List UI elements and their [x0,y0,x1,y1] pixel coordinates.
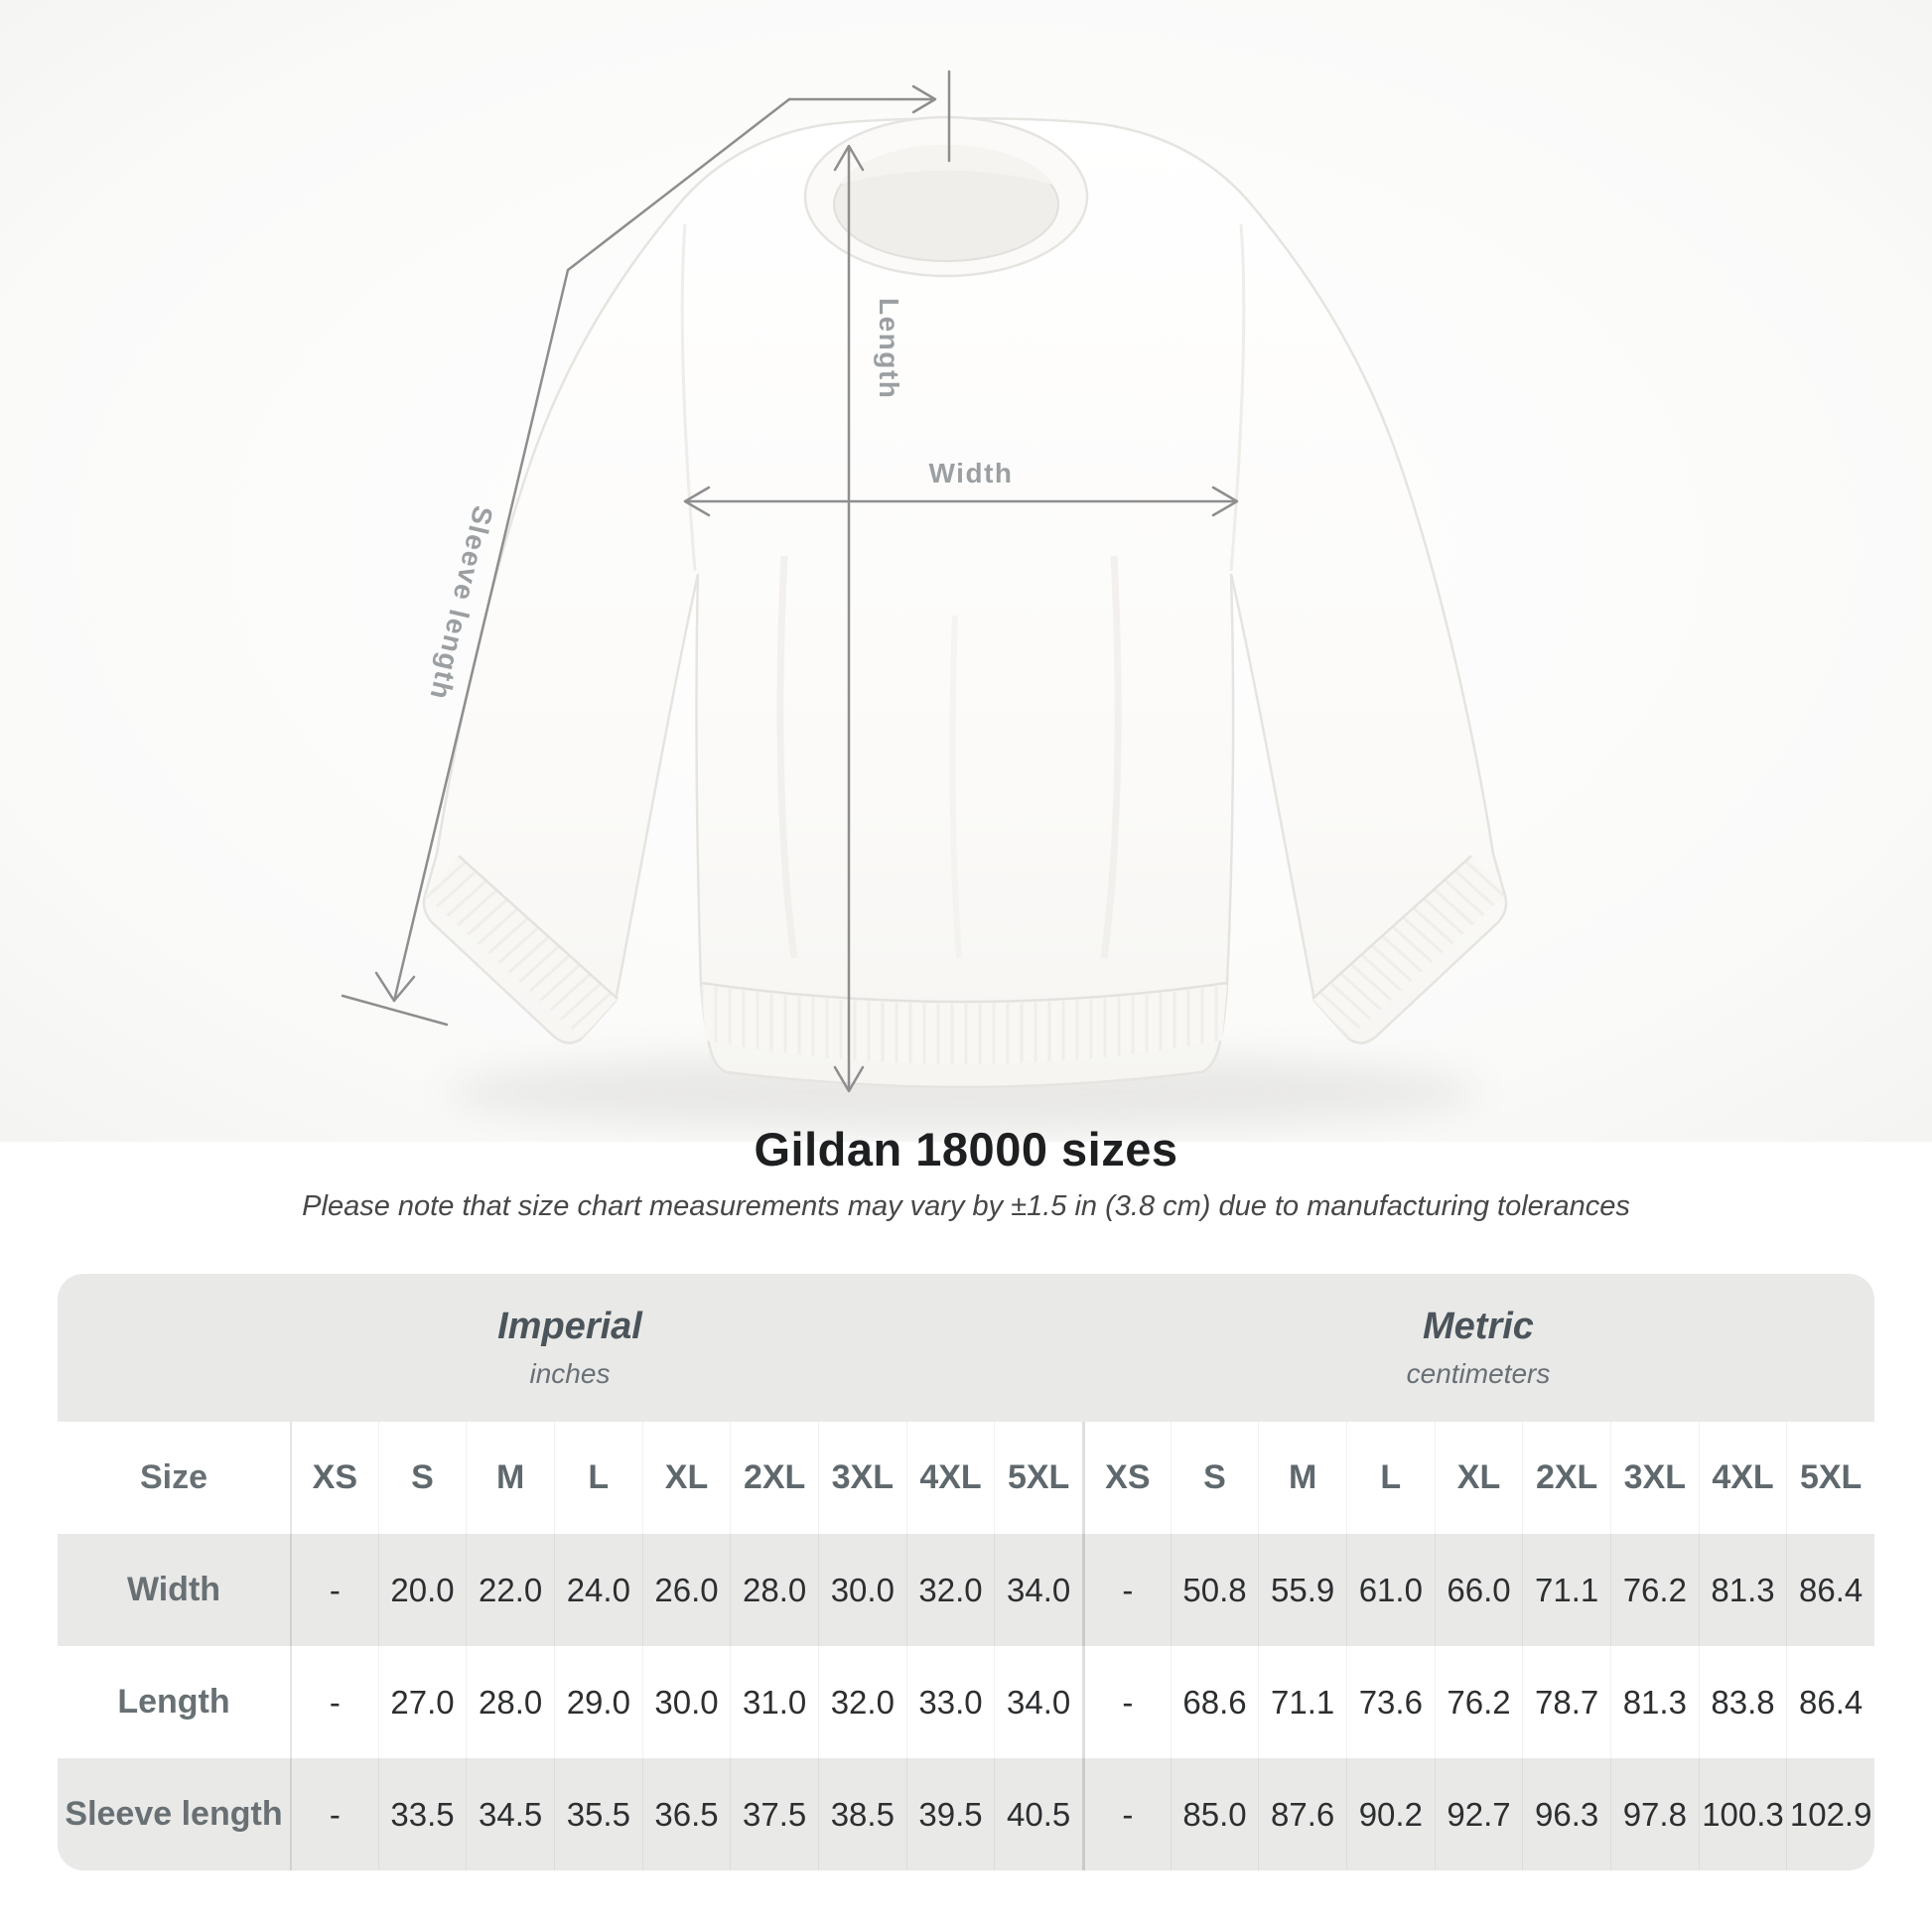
size-header-cell: L [553,1422,642,1534]
value-cell: 81.3 [1698,1534,1787,1646]
value-cell: 40.5 [994,1758,1082,1870]
unit-group-imperial: Imperial inches [58,1274,1082,1422]
unit-group-metric: Metric centimeters [1081,1274,1874,1422]
arrowhead-up-icon [833,144,865,172]
value-cell: 34.0 [994,1646,1082,1758]
size-header-cell: L [1345,1422,1435,1534]
value-cell: 92.7 [1434,1758,1523,1870]
size-header-cell: 4XL [905,1422,995,1534]
value-cell: 71.1 [1258,1646,1346,1758]
value-cell: 86.4 [1786,1646,1874,1758]
size-header-cell: 3XL [817,1422,906,1534]
value-cell: 34.0 [994,1534,1082,1646]
value-cell: 83.8 [1698,1646,1787,1758]
value-cell: 73.6 [1345,1646,1435,1758]
size-header-cell: M [1258,1422,1346,1534]
value-cell: 35.5 [553,1758,642,1870]
size-table: Imperial inches Metric centimeters Size XS S M L… [58,1274,1874,1870]
size-header-cell: XL [641,1422,731,1534]
value-cell: 27.0 [377,1646,467,1758]
size-header-cell: 4XL [1698,1422,1787,1534]
value-cell: 34.5 [466,1758,554,1870]
arrowhead-down-icon [833,1065,865,1093]
value-cell: 36.5 [641,1758,731,1870]
value-cell: 81.3 [1609,1646,1699,1758]
value-cell: 33.0 [905,1646,995,1758]
measurement-arrows [341,69,1239,1093]
size-header-cell: XL [1434,1422,1523,1534]
size-header-cell: 2XL [730,1422,818,1534]
caption: Gildan 18000 sizes Please note that size… [0,1122,1932,1223]
value-cell: 66.0 [1434,1534,1523,1646]
value-cell: 61.0 [1345,1534,1435,1646]
value-cell: 76.2 [1609,1534,1699,1646]
value-cell: 26.0 [641,1534,731,1646]
sleeve-measure-line [392,97,791,1003]
arrowhead-sleeve-icon [374,971,416,1003]
value-cell: 76.2 [1434,1646,1523,1758]
page-title: Gildan 18000 sizes [754,1123,1178,1175]
value-cell: 100.3 [1698,1758,1787,1870]
arrowhead-right2-icon [1211,485,1239,517]
value-cell: 24.0 [553,1534,642,1646]
value-cell: 97.8 [1609,1758,1699,1870]
value-cell: 37.5 [730,1758,818,1870]
size-table-grid: Imperial inches Metric centimeters Size XS S M L… [58,1274,1874,1870]
size-header-cell: XS [1081,1422,1171,1534]
size-header-cell: 5XL [994,1422,1082,1534]
value-cell: - [290,1534,378,1646]
size-header-cell: XS [290,1422,378,1534]
value-cell: 86.4 [1786,1534,1874,1646]
value-cell: 90.2 [1345,1758,1435,1870]
value-cell: 32.0 [905,1534,995,1646]
size-header-cell: S [1170,1422,1259,1534]
value-cell: 22.0 [466,1534,554,1646]
value-cell: 32.0 [817,1646,906,1758]
value-cell: 28.0 [466,1646,554,1758]
arrowhead-right-icon [911,84,937,114]
value-cell: - [1081,1534,1171,1646]
value-cell: 71.1 [1522,1534,1610,1646]
value-cell: 50.8 [1170,1534,1259,1646]
value-cell: 39.5 [905,1758,995,1870]
page-subtitle: Please note that size chart measurements… [302,1190,1630,1222]
value-cell: 20.0 [377,1534,467,1646]
size-header-cell: 2XL [1522,1422,1610,1534]
value-cell: 30.0 [641,1646,731,1758]
sleeve-end-tick [341,994,449,1027]
size-header-cell: 5XL [1786,1422,1874,1534]
size-header-cell: 3XL [1609,1422,1699,1534]
value-cell: 30.0 [817,1534,906,1646]
value-cell: 33.5 [377,1758,467,1870]
arrowhead-left-icon [683,485,711,517]
row-label: Width [58,1534,290,1646]
width-label: Width [929,458,1014,488]
value-cell: 28.0 [730,1534,818,1646]
value-cell: - [1081,1758,1171,1870]
value-cell: - [1081,1646,1171,1758]
row-label: Length [58,1646,290,1758]
length-label: Length [874,298,904,399]
value-cell: 96.3 [1522,1758,1610,1870]
size-header-cell: S [377,1422,467,1534]
garment-shadow [447,1052,1479,1132]
value-cell: 29.0 [553,1646,642,1758]
value-cell: 78.7 [1522,1646,1610,1758]
value-cell: 55.9 [1258,1534,1346,1646]
value-cell: 87.6 [1258,1758,1346,1870]
value-cell: 68.6 [1170,1646,1259,1758]
size-column-header: Size [58,1422,290,1534]
sweatshirt-image [422,115,1508,1089]
row-label: Sleeve length [58,1758,290,1870]
size-header-cell: M [466,1422,554,1534]
sweatshirt-measurement-diagram: Length Width Sleeve length [0,0,1932,1142]
value-cell: 38.5 [817,1758,906,1870]
value-cell: - [290,1646,378,1758]
value-cell: - [290,1758,378,1870]
value-cell: 102.9 [1786,1758,1874,1870]
value-cell: 85.0 [1170,1758,1259,1870]
value-cell: 31.0 [730,1646,818,1758]
